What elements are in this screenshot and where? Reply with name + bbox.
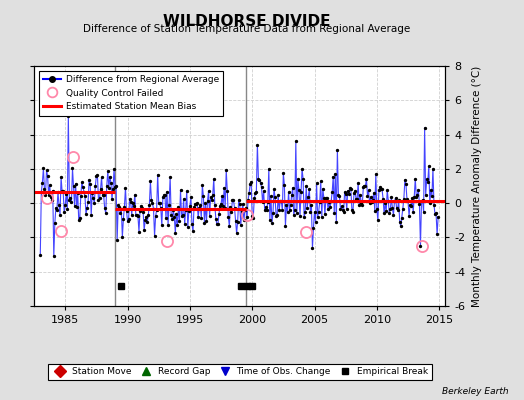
Legend: Difference from Regional Average, Quality Control Failed, Estimated Station Mean: Difference from Regional Average, Qualit… (39, 70, 223, 116)
Legend: Station Move, Record Gap, Time of Obs. Change, Empirical Break: Station Move, Record Gap, Time of Obs. C… (48, 364, 432, 380)
Y-axis label: Monthly Temperature Anomaly Difference (°C): Monthly Temperature Anomaly Difference (… (473, 65, 483, 307)
Text: Berkeley Earth: Berkeley Earth (442, 387, 508, 396)
Text: WILDHORSE DIVIDE: WILDHORSE DIVIDE (162, 14, 330, 29)
Text: Difference of Station Temperature Data from Regional Average: Difference of Station Temperature Data f… (83, 24, 410, 34)
